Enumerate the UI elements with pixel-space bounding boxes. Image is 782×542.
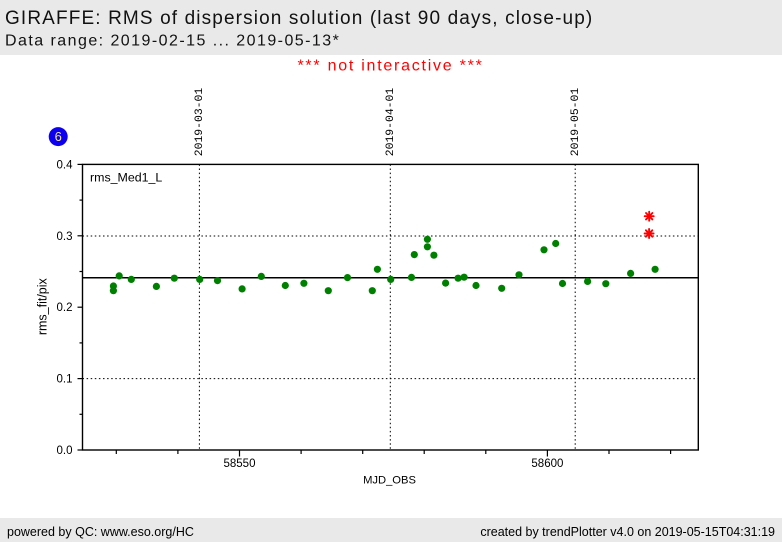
svg-text:58550: 58550 bbox=[224, 458, 256, 470]
svg-text:0.1: 0.1 bbox=[57, 374, 73, 386]
svg-text:0.0: 0.0 bbox=[57, 445, 73, 457]
svg-text:GIRAFFE: RMS of dispersion sol: GIRAFFE: RMS of dispersion solution (las… bbox=[5, 8, 593, 29]
svg-text:MJD_OBS: MJD_OBS bbox=[363, 474, 416, 486]
svg-text:2019-05-01: 2019-05-01 bbox=[570, 88, 582, 157]
svg-text:0.2: 0.2 bbox=[57, 302, 73, 314]
svg-text:created by trendPlotter v4.0 o: created by trendPlotter v4.0 on 2019-05-… bbox=[480, 525, 775, 539]
svg-text:rms_Med1_L: rms_Med1_L bbox=[90, 171, 162, 185]
svg-text:rms_fit/pix: rms_fit/pix bbox=[35, 277, 49, 335]
svg-text:2019-03-01: 2019-03-01 bbox=[194, 88, 206, 157]
svg-text:58600: 58600 bbox=[531, 458, 563, 470]
svg-text:Data range: 2019-02-15 ... 201: Data range: 2019-02-15 ... 2019-05-13* bbox=[5, 32, 340, 49]
svg-text:powered by QC: www.eso.org/HC: powered by QC: www.eso.org/HC bbox=[7, 525, 194, 539]
svg-text:0.4: 0.4 bbox=[57, 159, 74, 171]
svg-text:*** not interactive ***: *** not interactive *** bbox=[297, 58, 483, 75]
svg-text:2019-04-01: 2019-04-01 bbox=[385, 88, 397, 157]
svg-text:6: 6 bbox=[55, 129, 62, 144]
svg-text:0.3: 0.3 bbox=[57, 231, 73, 243]
